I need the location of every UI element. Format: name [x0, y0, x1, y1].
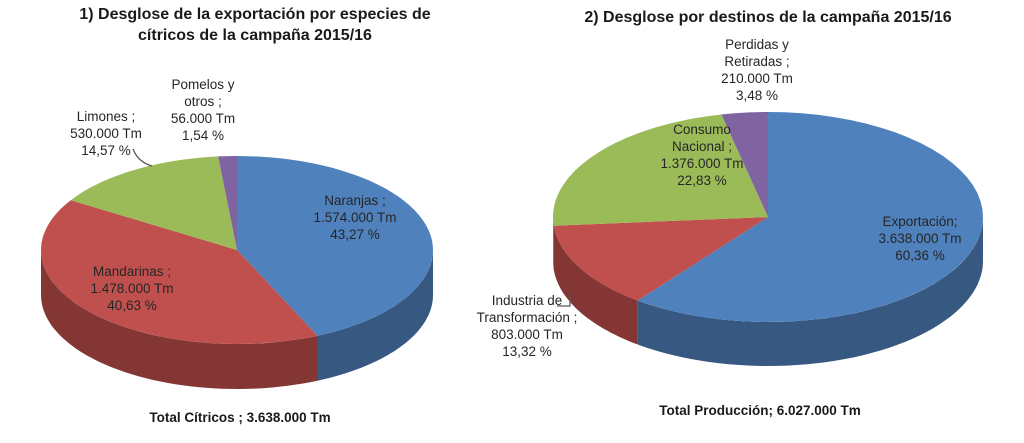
industria-de-transformación-slice	[553, 217, 768, 301]
slice-label-pomelos: Pomelos y otros ; 56.000 Tm 1,54 %	[162, 76, 244, 144]
slice-label-name: Consumo Nacional ;	[671, 122, 733, 154]
slice-label-perdidas: Perdidas y Retiradas ; 210.000 Tm 3,48 %	[714, 36, 800, 104]
slice-label-value: 1.478.000 Tm	[90, 281, 174, 296]
slice-label-pct: 22,83 %	[677, 173, 727, 188]
slice-label-value: 1.574.000 Tm	[313, 210, 397, 225]
slice-label-pct: 60,36 %	[895, 248, 945, 263]
slice-label-pct: 3,48 %	[735, 88, 779, 103]
slice-label-value: 530.000 Tm	[70, 126, 142, 141]
slice-label-name: Limones ;	[76, 109, 136, 124]
perdidas-y-retiradas-slice	[721, 112, 768, 217]
limones-slice	[70, 156, 237, 250]
slice-label-exportacion: Exportación; 3.638.000 Tm 60,36 %	[858, 213, 982, 264]
exportación-slice	[637, 112, 983, 322]
pie-left-species	[41, 156, 433, 389]
slice-label-mandarinas: Mandarinas ; 1.478.000 Tm 40,63 %	[72, 263, 192, 314]
pie-right-destinations	[553, 112, 983, 366]
slice-label-value: 3.638.000 Tm	[878, 231, 962, 246]
slice-label-name: Industria de Transformación ;	[476, 293, 578, 325]
slice-label-value: 210.000 Tm	[721, 71, 793, 86]
slice-label-consumo: Consumo Nacional ; 1.376.000 Tm 22,83 %	[654, 121, 750, 189]
slice-label-name: Perdidas y Retiradas ;	[724, 37, 790, 69]
mandarinas-slice-side	[41, 250, 318, 389]
consumo-nacional-slice-side	[553, 217, 554, 270]
exportación-slice-side	[637, 217, 983, 366]
chart-1-total: Total Cítricos ; 3.638.000 Tm	[149, 410, 331, 425]
slice-label-industria: Industria de Transformación ; 803.000 Tm…	[466, 292, 588, 360]
slice-label-name: Naranjas ;	[324, 193, 386, 208]
slice-label-value: 803.000 Tm	[491, 327, 563, 342]
slice-label-pct: 43,27 %	[330, 227, 380, 242]
mandarinas-slice	[41, 200, 318, 344]
slice-label-naranjas: Naranjas ; 1.574.000 Tm 43,27 %	[300, 192, 410, 243]
naranjas-slice	[237, 156, 433, 336]
slice-label-value: 1.376.000 Tm	[660, 156, 744, 171]
slice-label-pct: 13,32 %	[502, 344, 552, 359]
slice-label-limones: Limones ; 530.000 Tm 14,57 %	[46, 108, 166, 159]
slice-label-pct: 1,54 %	[181, 128, 225, 143]
industria-de-transformación-slice-side	[553, 225, 638, 345]
chart-2-title: 2) Desglose por destinos de la campaña 2…	[584, 9, 952, 26]
limones-leader-line	[132, 148, 153, 167]
industria-leader-line	[557, 294, 571, 307]
slice-label-value: 56.000 Tm	[170, 111, 236, 126]
chart-1-title: 1) Desglose de la exportación por especi…	[79, 6, 431, 44]
consumo-nacional-slice	[553, 114, 768, 226]
slice-label-pct: 14,57 %	[81, 143, 131, 158]
pomelos-y-otros-slice	[218, 156, 237, 250]
slice-label-name: Exportación;	[882, 214, 958, 229]
naranjas-slice-side	[317, 250, 433, 381]
slice-label-pct: 40,63 %	[107, 298, 157, 313]
slice-label-name: Pomelos y otros ;	[171, 77, 235, 109]
chart-2-total: Total Producción; 6.027.000 Tm	[659, 403, 861, 418]
slice-label-name: Mandarinas ;	[92, 264, 172, 279]
